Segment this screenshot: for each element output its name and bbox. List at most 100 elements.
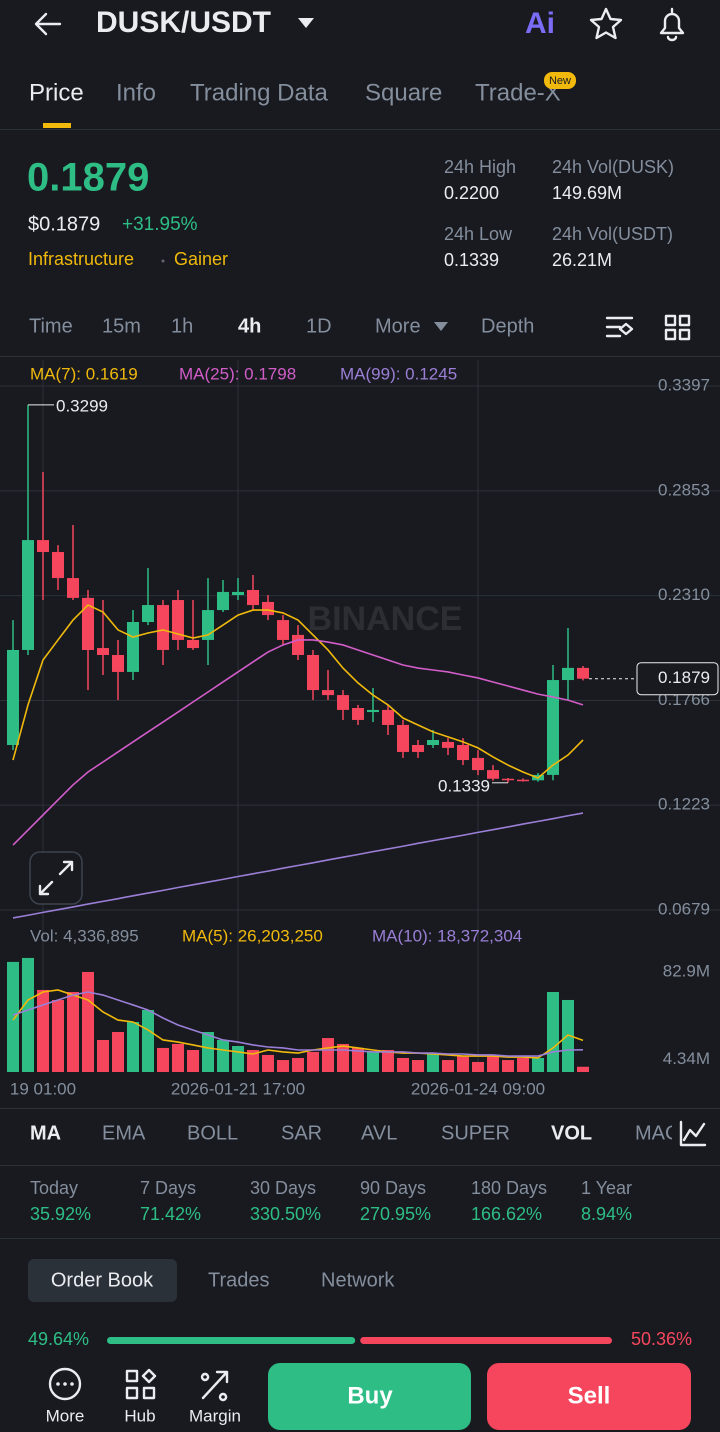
tab[interactable]: Square	[365, 79, 442, 106]
volume-label: Vol: 4,336,895	[30, 926, 139, 945]
stat-label: 24h Vol(USDT)	[552, 224, 673, 244]
notifications-button[interactable]	[659, 7, 685, 42]
volume-bar	[67, 992, 79, 1072]
new-badge-text: New	[549, 75, 571, 87]
stats: 24h High 0.2200 24h Vol(DUSK) 149.69M 24…	[444, 157, 674, 270]
y-tick-label: 0.3397	[658, 376, 710, 395]
more-dropdown[interactable]	[434, 322, 448, 331]
nav-label[interactable]: Hub	[124, 1406, 155, 1425]
sell-button[interactable]	[487, 1363, 691, 1430]
indicator[interactable]: MACD	[635, 1122, 694, 1144]
expand-icon	[38, 860, 74, 896]
volume-bar	[577, 1066, 589, 1072]
order-tab[interactable]: Trades	[208, 1269, 270, 1291]
ai-button[interactable]: Ai	[525, 7, 555, 40]
indicator[interactable]: SAR	[281, 1122, 322, 1144]
back-button[interactable]	[34, 12, 62, 36]
expand-button[interactable]	[29, 851, 83, 905]
ratio-bar	[107, 1337, 612, 1344]
chart-settings[interactable]	[605, 316, 634, 338]
stat-label: 24h High	[444, 157, 516, 177]
volume-bar	[337, 1043, 349, 1072]
candle-body	[547, 680, 559, 775]
more-icon-dot	[63, 1382, 67, 1386]
tab[interactable]: Info	[116, 79, 156, 106]
candle-body	[157, 605, 169, 650]
order-tab[interactable]: Order Book	[51, 1269, 154, 1291]
stat-label: 24h Vol(DUSK)	[552, 157, 674, 177]
interval[interactable]: 15m	[102, 315, 141, 337]
ma-line	[12, 604, 584, 779]
last-price: 0.1879	[27, 156, 149, 200]
pair-dropdown[interactable]	[298, 18, 314, 28]
indicator[interactable]: VOL	[551, 1122, 592, 1144]
period-label: 30 Days	[250, 1178, 316, 1198]
nav-label[interactable]: Margin	[189, 1406, 241, 1425]
more-icon-dot	[70, 1382, 74, 1386]
volume-bar	[412, 1060, 424, 1072]
period-label: 7 Days	[140, 1178, 196, 1198]
volume-bar	[52, 999, 64, 1072]
candle-body	[262, 601, 274, 616]
period-value: 330.50%	[250, 1204, 321, 1224]
buy-label: Buy	[347, 1382, 393, 1409]
candle-body	[457, 745, 469, 761]
period-value: 166.62%	[471, 1204, 542, 1224]
indicator[interactable]: EMA	[102, 1122, 146, 1144]
interval[interactable]: 1h	[171, 315, 193, 337]
tag[interactable]: Gainer	[174, 249, 228, 269]
order-tab[interactable]: Network	[321, 1269, 395, 1291]
volume-bar	[517, 1057, 529, 1072]
volume-bar	[457, 1056, 469, 1072]
legend-entry: MA(5): 26,203,250	[182, 926, 323, 945]
volume-bar	[217, 1039, 229, 1072]
nav-label[interactable]: More	[46, 1406, 85, 1425]
more-icon-dot	[56, 1382, 60, 1386]
tab[interactable]: Trading Data	[190, 79, 329, 106]
legend-entry: MA(25): 0.1798	[179, 364, 296, 383]
layout-button[interactable]	[664, 314, 691, 341]
volume-bar	[232, 1046, 244, 1072]
tag[interactable]: Infrastructure	[28, 249, 134, 269]
stat-value: 0.1339	[444, 250, 499, 270]
indicator[interactable]: SUPER	[441, 1122, 510, 1144]
indicator[interactable]: MA	[30, 1122, 61, 1144]
indicator[interactable]: AVL	[361, 1122, 397, 1144]
y-tick-label: 0.1223	[658, 795, 710, 814]
indicator-settings[interactable]	[679, 1120, 707, 1147]
y-tick-label: 0.2853	[658, 480, 710, 499]
price-change: +31.95%	[122, 214, 198, 235]
period-label: 1 Year	[581, 1178, 632, 1198]
candle-body	[562, 667, 574, 681]
legend-entry: MA(7): 0.1619	[30, 364, 138, 383]
volume-bar	[187, 1050, 199, 1072]
period-label: 180 Days	[471, 1178, 547, 1198]
candle-body	[307, 654, 319, 691]
period-label: 90 Days	[360, 1178, 426, 1198]
interval[interactable]: Depth	[481, 315, 534, 337]
candle-body	[22, 540, 34, 650]
volume-bar	[427, 1053, 439, 1072]
divider	[0, 1165, 720, 1166]
candle-body	[97, 648, 109, 655]
stat-value: 149.69M	[552, 183, 622, 203]
interval[interactable]: 4h	[238, 315, 261, 337]
volume-tick-label: 82.9M	[663, 961, 710, 980]
divider	[0, 129, 720, 130]
last-price-box	[636, 662, 719, 696]
candle-body	[337, 695, 349, 710]
pair-title[interactable]: DUSK/USDT	[96, 6, 271, 39]
buy-button[interactable]	[268, 1363, 471, 1430]
interval[interactable]: 1D	[306, 315, 332, 337]
candle-body	[7, 649, 19, 746]
interval[interactable]: Time	[29, 315, 73, 337]
indicator[interactable]: BOLL	[187, 1122, 238, 1144]
buy-ratio: 49.64%	[28, 1329, 89, 1349]
favorite-button[interactable]	[589, 7, 623, 40]
interval[interactable]: More	[375, 315, 421, 337]
volume-bar	[262, 1054, 274, 1072]
candle-body	[367, 709, 379, 713]
candle-body	[502, 778, 514, 781]
tab[interactable]: Price	[29, 79, 84, 106]
